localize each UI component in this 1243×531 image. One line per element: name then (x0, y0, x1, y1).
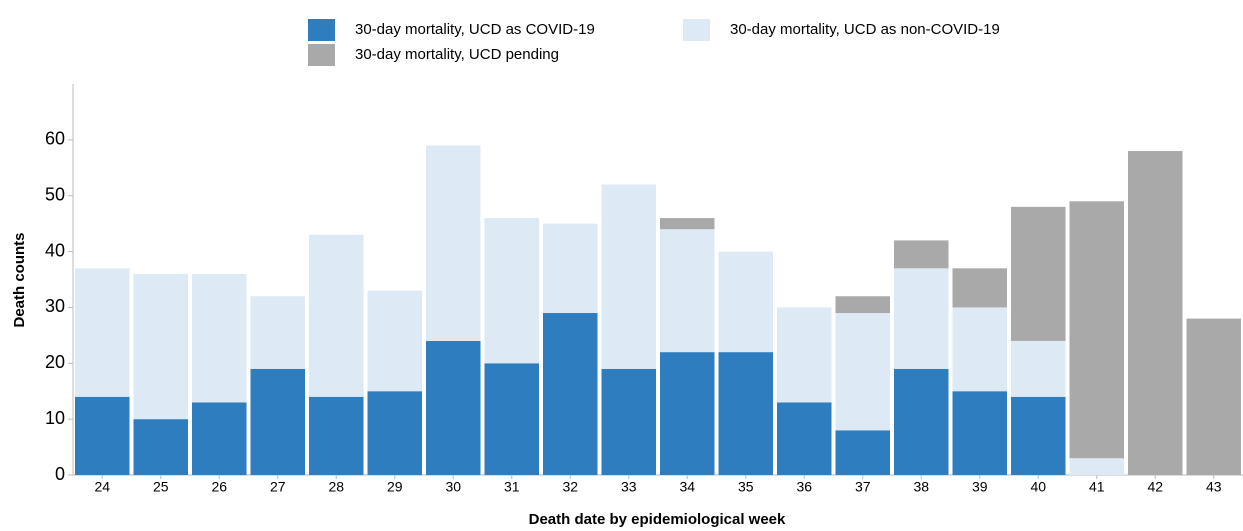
bar-segment (952, 268, 1007, 308)
x-tick-label: 32 (562, 479, 578, 495)
bar-segment (426, 340, 481, 475)
bar-segment (367, 290, 422, 392)
x-tick-label: 40 (1030, 479, 1046, 495)
bar-segment (660, 218, 715, 230)
x-tick-label: 31 (504, 479, 520, 495)
bar-segment (660, 229, 715, 353)
x-tick-label: 33 (621, 479, 637, 495)
x-tick-label: 39 (972, 479, 988, 495)
bar-segment (250, 368, 305, 475)
bar-segment (543, 223, 598, 314)
bar-segment (718, 352, 773, 475)
x-tick-label: 42 (1147, 479, 1163, 495)
x-tick-label: 37 (855, 479, 871, 495)
bar-segment (952, 307, 1007, 392)
x-tick-label: 36 (796, 479, 812, 495)
x-tick-label: 41 (1089, 479, 1105, 495)
bar-segment (484, 363, 539, 475)
y-axis-title: Death counts (11, 232, 28, 327)
bar-segment (601, 184, 656, 369)
bar-segment (835, 313, 890, 431)
bar-segment (718, 251, 773, 353)
legend-label: 30-day mortality, UCD pending (355, 46, 559, 63)
bar-segment (75, 396, 130, 475)
bar-segment (309, 396, 364, 475)
bar-segment (835, 296, 890, 314)
bar-segment (835, 430, 890, 475)
x-tick-label: 27 (270, 479, 286, 495)
bar-segment (601, 368, 656, 475)
bar-segment (1011, 206, 1066, 341)
bar-segment (777, 402, 832, 475)
bar-segment (1069, 201, 1124, 459)
bar-segment (660, 352, 715, 475)
bar-segment (192, 402, 247, 475)
x-tick-label: 35 (738, 479, 754, 495)
bar-segment (894, 268, 949, 369)
x-tick-label: 26 (211, 479, 227, 495)
x-tick-label: 43 (1206, 479, 1222, 495)
bar-segment (133, 273, 188, 420)
bar-segment (1128, 151, 1183, 475)
bar-segment (1011, 340, 1066, 397)
bar-segment (484, 218, 539, 364)
bar-segment (894, 240, 949, 269)
bar-segment (192, 273, 247, 403)
x-tick-label: 38 (913, 479, 929, 495)
x-tick-label: 28 (328, 479, 344, 495)
y-tick-label: 40 (45, 240, 65, 260)
legend-swatch (308, 44, 335, 66)
x-tick-label: 30 (445, 479, 461, 495)
legend-swatch (308, 19, 335, 41)
bar-segment (894, 368, 949, 475)
bar-segment (543, 313, 598, 475)
y-tick-label: 0 (55, 464, 65, 484)
legend-label: 30-day mortality, UCD as non-COVID-19 (730, 21, 1000, 38)
legend-swatch (683, 19, 710, 41)
y-tick-label: 50 (45, 184, 65, 204)
y-tick-label: 30 (45, 296, 65, 316)
bar-segment (367, 391, 422, 475)
x-axis-title: Death date by epidemiological week (529, 511, 786, 528)
bar-segment (250, 296, 305, 369)
bar-segment (1069, 458, 1124, 475)
y-tick-label: 20 (45, 352, 65, 372)
y-tick-label: 60 (45, 129, 65, 149)
legend-label: 30-day mortality, UCD as COVID-19 (355, 21, 595, 38)
bar-segment (952, 391, 1007, 475)
x-tick-label: 24 (94, 479, 110, 495)
bar-segment (1186, 318, 1241, 475)
bar-segment (75, 268, 130, 397)
bar-segment (133, 419, 188, 475)
x-tick-label: 25 (153, 479, 169, 495)
x-tick-label: 29 (387, 479, 403, 495)
bar-segment (426, 145, 481, 341)
bar-segment (1011, 396, 1066, 475)
bar-segment (309, 234, 364, 397)
bar-segment (777, 307, 832, 403)
y-tick-label: 10 (45, 408, 65, 428)
x-tick-label: 34 (679, 479, 695, 495)
